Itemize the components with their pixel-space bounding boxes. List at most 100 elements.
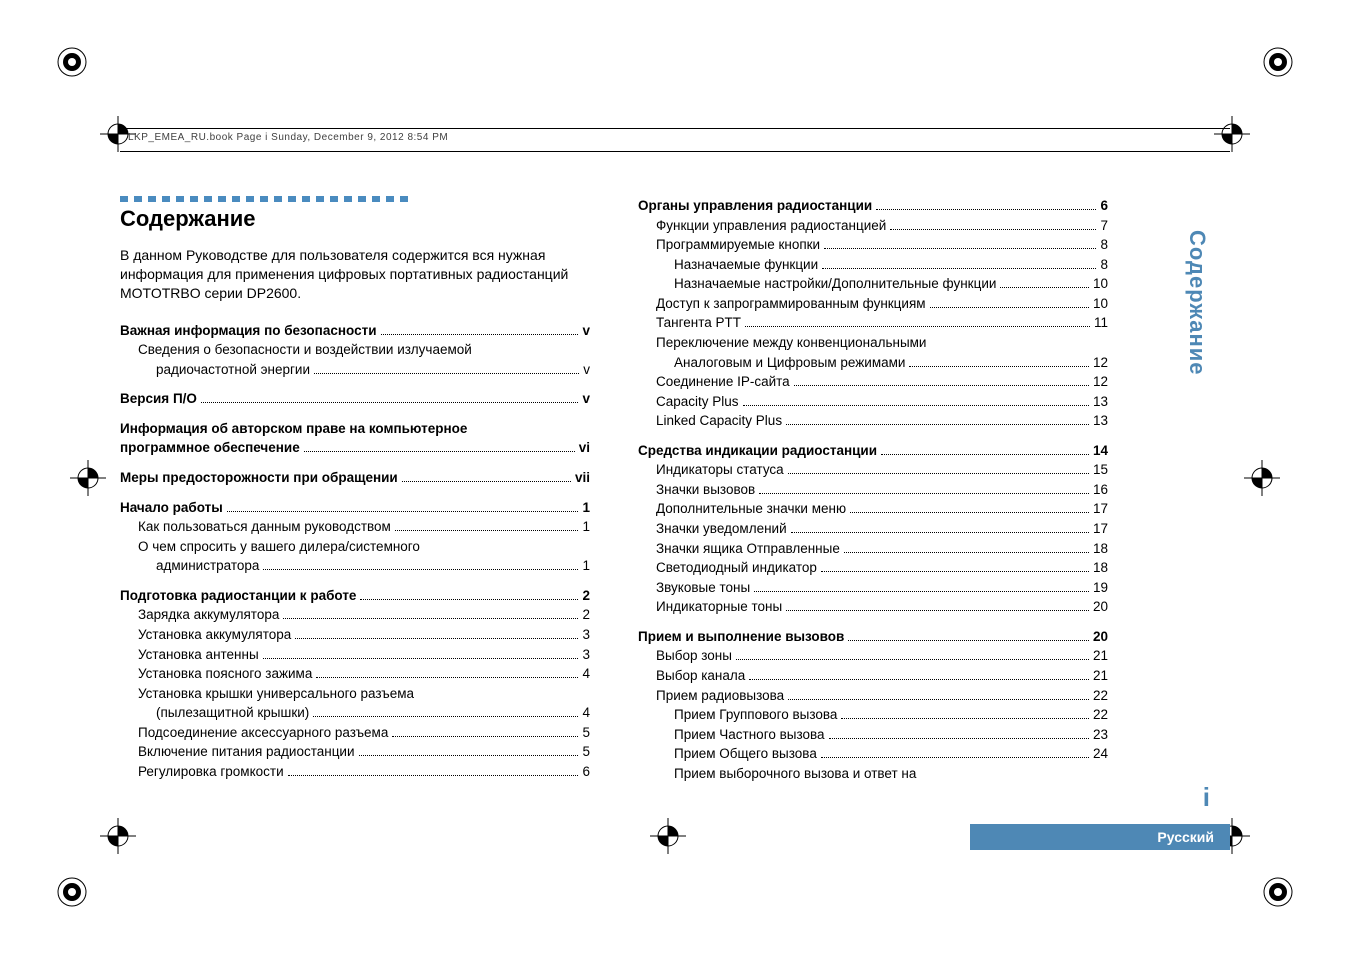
toc-entry-label: Значки вызовов — [656, 480, 755, 500]
toc-entry-label: Прием радиовызова — [656, 686, 784, 706]
toc-entry: Прием Общего вызова24 — [638, 744, 1108, 764]
toc-entry-page: 4 — [582, 703, 590, 723]
toc-spacer — [120, 379, 590, 389]
toc-entry: Установка поясного зажима4 — [120, 664, 590, 684]
toc-entry-label: программное обеспечение — [120, 438, 300, 458]
toc-entry-page: 12 — [1093, 372, 1108, 392]
toc-leader-dots — [890, 229, 1096, 230]
toc-entry-page: 15 — [1093, 460, 1108, 480]
toc-entry: Как пользоваться данным руководством1 — [120, 517, 590, 537]
toc-entry-label: Прием выборочного вызова и ответ на — [674, 764, 916, 784]
toc-leader-dots — [304, 451, 575, 452]
toc-intro: В данном Руководстве для пользователя со… — [120, 246, 590, 303]
toc-entry-page: 8 — [1100, 235, 1108, 255]
toc-leader-dots — [829, 738, 1089, 739]
toc-entry-label: Подсоединение аксессуарного разъема — [138, 723, 388, 743]
toc-leader-dots — [392, 736, 578, 737]
toc-entry-label: Linked Capacity Plus — [656, 411, 782, 431]
toc-entry: Назначаемые функции8 — [638, 255, 1108, 275]
toc-entry: Подсоединение аксессуарного разъема5 — [120, 723, 590, 743]
toc-entry-label: Важная информация по безопасности — [120, 321, 377, 341]
toc-entry-page: 12 — [1093, 353, 1108, 373]
toc-entry-page: 20 — [1093, 627, 1108, 647]
toc-entry-page: v — [583, 360, 590, 380]
toc-entry-label: Установка аккумулятора — [138, 625, 291, 645]
toc-entry: Дополнительные значки меню17 — [638, 499, 1108, 519]
regmark-bl-inner — [100, 818, 136, 854]
toc-entry-page: vii — [575, 468, 590, 488]
toc-entry-label: администратора — [156, 556, 259, 576]
toc-entry-page: 21 — [1093, 666, 1108, 686]
toc-entry: Сведения о безопасности и воздействии из… — [120, 340, 590, 360]
toc-leader-dots — [314, 373, 579, 374]
toc-leader-dots — [841, 718, 1089, 719]
toc-entry-label: Программируемые кнопки — [656, 235, 820, 255]
toc-entry: Включение питания радиостанции5 — [120, 742, 590, 762]
toc-leader-dots — [381, 334, 579, 335]
toc-leader-dots — [821, 571, 1089, 572]
toc-entry-label: Меры предосторожности при обращении — [120, 468, 398, 488]
toc-entry-label: Назначаемые функции — [674, 255, 818, 275]
toc-entry-page: 6 — [582, 762, 590, 782]
toc-entry-label: Прием и выполнение вызовов — [638, 627, 844, 647]
toc-leader-dots — [395, 530, 579, 531]
toc-entry-page: 22 — [1093, 705, 1108, 725]
toc-spacer — [120, 458, 590, 468]
toc-leader-dots — [263, 658, 579, 659]
toc-entry-page: 1 — [582, 498, 590, 518]
toc-leader-dots — [786, 424, 1089, 425]
toc-entry-page: 10 — [1093, 274, 1108, 294]
regmark-br-outer — [1260, 874, 1296, 910]
side-tab-label: Содержание — [1184, 230, 1210, 376]
toc-leader-dots — [749, 679, 1089, 680]
toc-entry-label: Органы управления радиостанции — [638, 196, 872, 216]
toc-entry-label: Переключение между конвенциональными — [656, 333, 926, 353]
regmark-tl-outer — [54, 44, 90, 80]
toc-entry-label: Сведения о безопасности и воздействии из… — [138, 340, 472, 360]
toc-entry-label: Прием Общего вызова — [674, 744, 817, 764]
toc-leader-dots — [930, 307, 1089, 308]
toc-entry-page: 14 — [1093, 441, 1108, 461]
toc-leader-dots — [360, 599, 578, 600]
toc-entry: Прием и выполнение вызовов 20 — [638, 627, 1108, 647]
toc-leader-dots — [876, 209, 1096, 210]
toc-entry: Индикаторные тоны20 — [638, 597, 1108, 617]
toc-entry-page: 13 — [1093, 411, 1108, 431]
toc-leader-dots — [313, 716, 578, 717]
toc-entry-page: 10 — [1093, 294, 1108, 314]
toc-entry: Органы управления радиостанции6 — [638, 196, 1108, 216]
toc-entry: Регулировка громкости6 — [120, 762, 590, 782]
toc-entry-label: Подготовка радиостанции к работе — [120, 586, 356, 606]
toc-leader-dots — [850, 512, 1089, 513]
toc-entry: Назначаемые настройки/Дополнительные фун… — [638, 274, 1108, 294]
toc-entry: Прием радиовызова 22 — [638, 686, 1108, 706]
toc-entry: Тангента PTT11 — [638, 313, 1108, 333]
toc-entry-label: Индикаторные тоны — [656, 597, 782, 617]
toc-leader-dots — [201, 402, 579, 403]
page-number: i — [1203, 782, 1210, 813]
toc-entry-page: 5 — [582, 742, 590, 762]
toc-entry-label: Выбор канала — [656, 666, 745, 686]
toc-entry-page: 21 — [1093, 646, 1108, 666]
toc-leader-dots — [848, 640, 1089, 641]
toc-entry: Средства индикации радиостанции14 — [638, 441, 1108, 461]
toc-leader-dots — [743, 405, 1089, 406]
toc-leader-dots — [316, 677, 578, 678]
toc-entry-label: Выбор зоны — [656, 646, 732, 666]
toc-entry: Версия П/Оv — [120, 389, 590, 409]
toc-entry: Значки ящика Отправленные18 — [638, 539, 1108, 559]
toc-entry-page: 22 — [1093, 686, 1108, 706]
toc-entry-label: Тангента PTT — [656, 313, 741, 333]
toc-entry-label: Светодиодный индикатор — [656, 558, 817, 578]
toc-entry-label: Дополнительные значки меню — [656, 499, 846, 519]
toc-entry-page: 18 — [1093, 539, 1108, 559]
toc-entry-page: 2 — [582, 605, 590, 625]
toc-entry-label: Установка антенны — [138, 645, 259, 665]
toc-entry-page: 19 — [1093, 578, 1108, 598]
regmark-mr — [1244, 460, 1280, 496]
toc-entry-label: (пылезащитной крышки) — [156, 703, 309, 723]
toc-leader-dots — [288, 775, 579, 776]
toc-entry: Прием выборочного вызова и ответ на — [638, 764, 1108, 784]
toc-entry-page: 16 — [1093, 480, 1108, 500]
toc-leader-dots — [821, 757, 1089, 758]
